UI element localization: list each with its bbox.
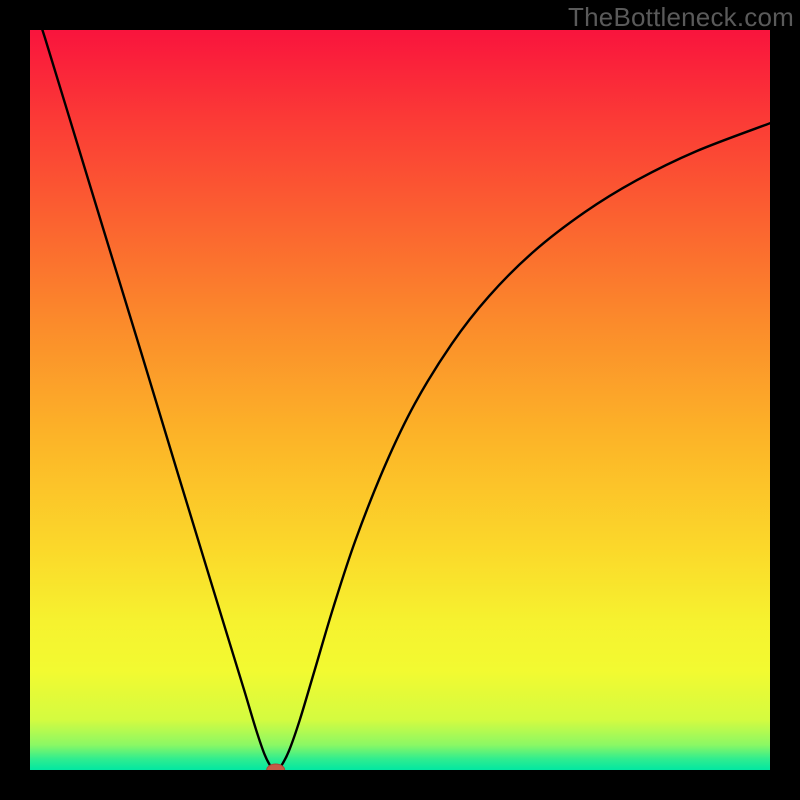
plot-background (30, 30, 770, 770)
watermark-label: TheBottleneck.com (568, 2, 794, 33)
chart-container: TheBottleneck.com (0, 0, 800, 800)
bottleneck-chart (0, 0, 800, 800)
